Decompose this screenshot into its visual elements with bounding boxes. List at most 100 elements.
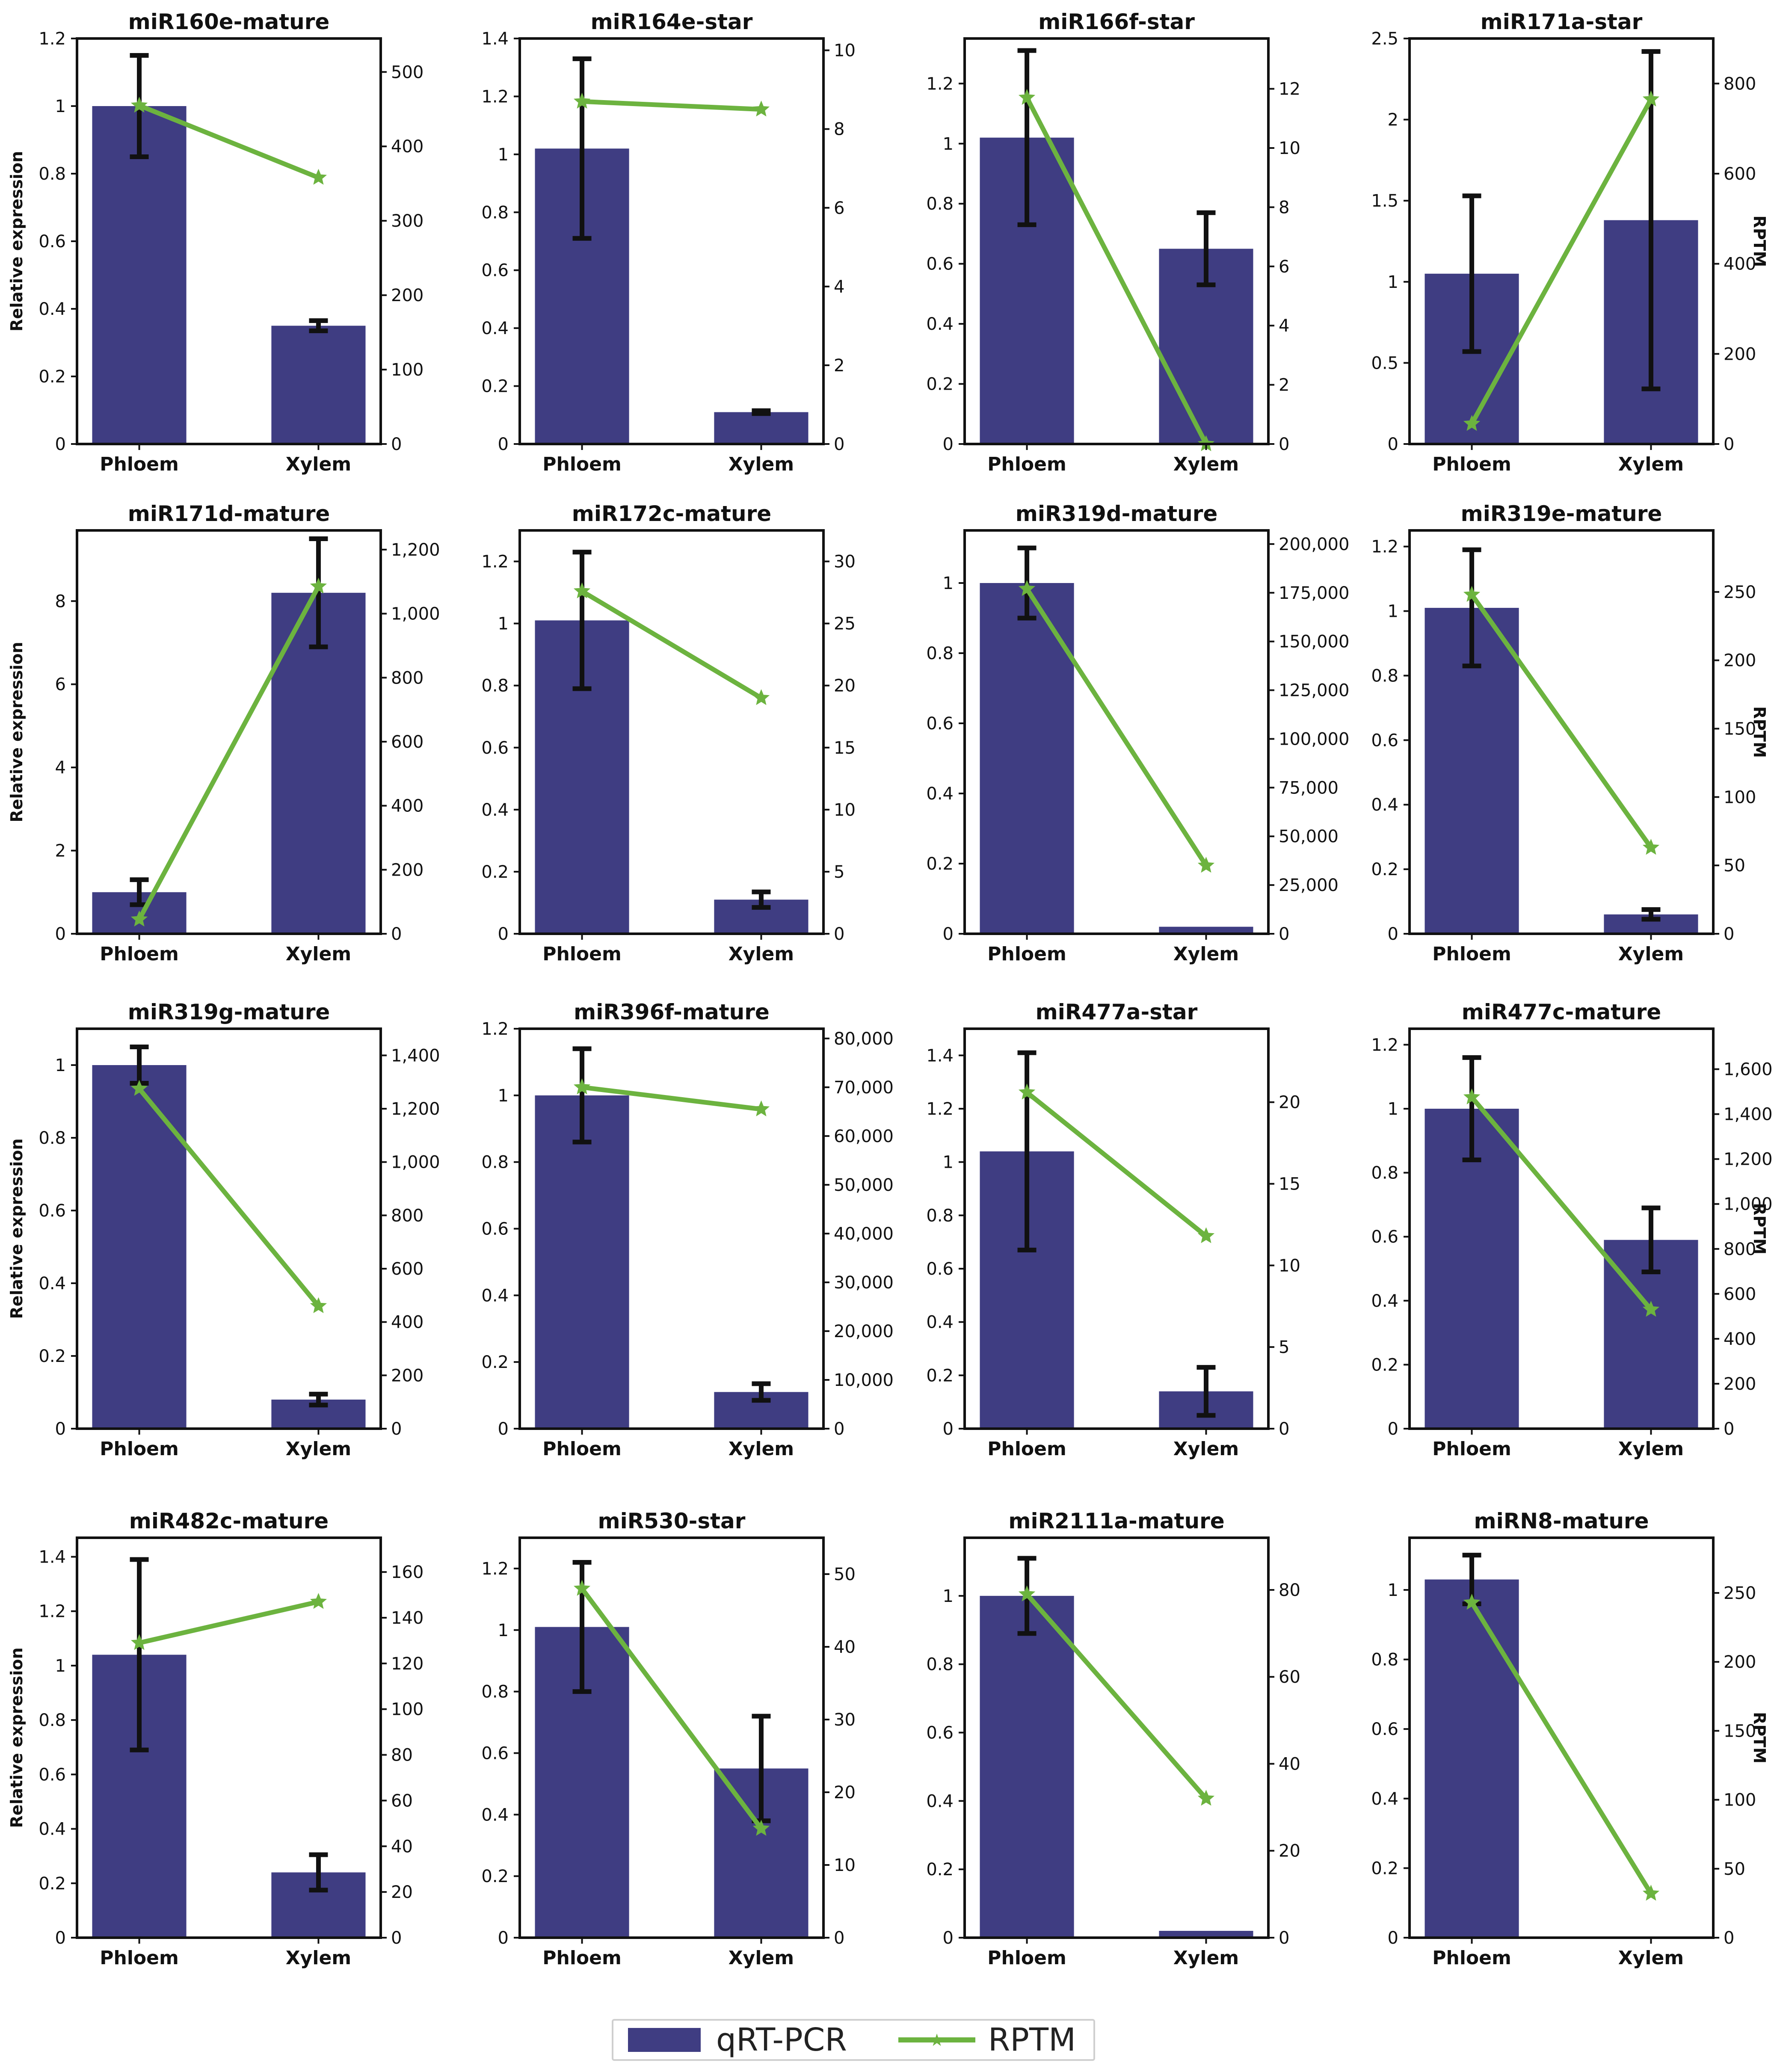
y2-tick-label: 8 (834, 120, 844, 139)
rptm-marker-phloem (1463, 586, 1481, 602)
y-tick-label: 1 (1388, 602, 1398, 622)
axes-frame (963, 1536, 1270, 1939)
y2-tick-label: 60 (1279, 1667, 1300, 1687)
y2-tick-label: 1,200 (1724, 1150, 1773, 1169)
x-tick-label-xylem: Xylem (286, 943, 351, 965)
y2-tick-label: 200,000 (1279, 535, 1349, 554)
x-tick-label-xylem: Xylem (1618, 1947, 1684, 1969)
axes-frame (76, 1027, 382, 1430)
y2-tick-label: 15 (834, 738, 856, 758)
y-tick-label: 0 (55, 924, 66, 944)
y-tick-label: 0 (498, 924, 509, 944)
y-tick-label: 0 (943, 435, 954, 454)
rptm-marker-phloem (1018, 1585, 1036, 1601)
y-axis-label: Relative expression (7, 1138, 26, 1319)
y-tick-label: 0.6 (926, 255, 954, 274)
y2-tick-label: 0 (1724, 924, 1734, 944)
y-tick-label: 0.8 (1371, 666, 1398, 686)
y2-tick-label: 4 (1279, 316, 1289, 336)
y2-tick-label: 100 (391, 1700, 424, 1720)
y-tick-label: 0.8 (481, 1682, 509, 1702)
y-tick-label: 1.4 (481, 29, 509, 49)
y-tick-label: 0.6 (39, 1765, 66, 1785)
y-tick-label: 1 (498, 614, 509, 634)
chart-mir530-star: miR530-star 0 0.2 0.4 0.6 0.8 1 1.2 0 10 20 30 40 50 P… (481, 1509, 856, 1969)
rptm-line (137, 103, 321, 180)
y-tick-label: 1 (943, 1587, 954, 1606)
y2-tick-label: 30 (834, 552, 856, 572)
legend-label-rptm: RPTM (988, 2022, 1076, 2058)
chart-mir171a-star: miR171a-star 0 0.5 1 1.5 2 2.5 0 200 400 600 800 Phl… (1371, 9, 1769, 475)
y-tick-label: 1 (943, 1153, 954, 1172)
error-bar-xylem (309, 1852, 328, 1893)
rptm-marker-xylem (1642, 1301, 1660, 1317)
y-tick-label: 0.4 (1371, 1291, 1398, 1311)
y2-tick-label: 10 (1279, 139, 1300, 158)
y-tick-label: 0.4 (926, 1313, 954, 1332)
y2-tick-label: 120 (391, 1654, 424, 1674)
y2-tick-label: 140 (391, 1608, 424, 1628)
y2-tick-label: 1,400 (1724, 1105, 1773, 1125)
y-tick-label: 0.8 (926, 1655, 954, 1675)
y2-tick-label: 20 (391, 1883, 413, 1902)
y2-tick-label: 400 (391, 137, 424, 157)
rptm-line (1025, 586, 1208, 868)
y2-tick-label: 100,000 (1279, 729, 1349, 749)
y-axis-label: Relative expression (7, 151, 26, 332)
rptm-marker-xylem (1642, 90, 1660, 107)
y-tick-label: 2 (1388, 110, 1398, 130)
y-tick-label: 0 (498, 1419, 509, 1439)
y2-tick-label: 50,000 (834, 1175, 894, 1195)
rptm-line (580, 1085, 764, 1112)
y-tick-label: 0.6 (481, 261, 509, 281)
y-tick-label: 0 (55, 1419, 66, 1439)
y2-tick-label: 1,000 (1724, 1195, 1773, 1214)
error-bar-phloem (572, 56, 592, 241)
y-tick-label: 1 (1388, 1581, 1398, 1600)
x-tick-label-xylem: Xylem (286, 1438, 351, 1460)
rptm-marker-phloem (1463, 1088, 1481, 1104)
y2-tick-label: 40,000 (834, 1224, 894, 1244)
y2-tick-label: 200 (391, 1366, 424, 1385)
y2-tick-label: 2 (1279, 376, 1289, 395)
y2-tick-label: 800 (1724, 74, 1756, 94)
y-tick-label: 0.4 (926, 1791, 954, 1811)
y-tick-label: 0.2 (1371, 860, 1398, 879)
y-tick-label: 0.2 (481, 862, 509, 882)
y2-tick-label: 100 (391, 360, 424, 380)
y-tick-label: 0.4 (1371, 795, 1398, 815)
y-tick-label: 0.6 (481, 1220, 509, 1239)
y2-tick-label: 20 (1279, 1093, 1300, 1113)
error-bar-phloem (1462, 1055, 1481, 1163)
rptm-marker-phloem (573, 1580, 591, 1596)
y2-tick-label: 250 (1724, 583, 1756, 602)
y-tick-label: 0.4 (39, 1274, 66, 1294)
chart-title: miRN8-mature (1474, 1509, 1649, 1533)
y-tick-label: 1 (1388, 272, 1398, 292)
y2-tick-label: 0 (834, 1419, 844, 1439)
y-tick-label: 0.8 (481, 1153, 509, 1172)
y2-tick-label: 30 (834, 1710, 856, 1730)
y2-tick-label: 0 (391, 1419, 402, 1439)
svg-text:★: ★ (929, 2031, 945, 2050)
y2-axis-label: RPTM (1750, 1712, 1769, 1764)
rptm-line (1469, 1095, 1653, 1312)
axes-frame (963, 37, 1270, 445)
error-bar-phloem (572, 550, 592, 691)
y-tick-label: 0.2 (39, 1874, 66, 1894)
chart-mir396f-mature: miR396f-mature 0 0.2 0.4 0.6 0.8 1 1.2 0 10,000 20… (481, 1000, 894, 1460)
y2-tick-label: 0 (1279, 924, 1289, 944)
rptm-line (1469, 592, 1653, 850)
y2-axis-label: RPTM (1750, 706, 1769, 758)
axes-frame (518, 529, 825, 935)
y-tick-label: 0.2 (1371, 1355, 1398, 1375)
y-tick-label: 0.4 (481, 1805, 509, 1825)
axes-frame (1408, 37, 1715, 445)
y-tick-label: 1 (55, 97, 66, 116)
axes-frame (518, 37, 825, 445)
rptm-line (137, 1599, 321, 1646)
y2-tick-label: 150 (1724, 719, 1756, 739)
y2-tick-label: 1,000 (391, 1153, 440, 1172)
error-bar-phloem (572, 1046, 592, 1145)
